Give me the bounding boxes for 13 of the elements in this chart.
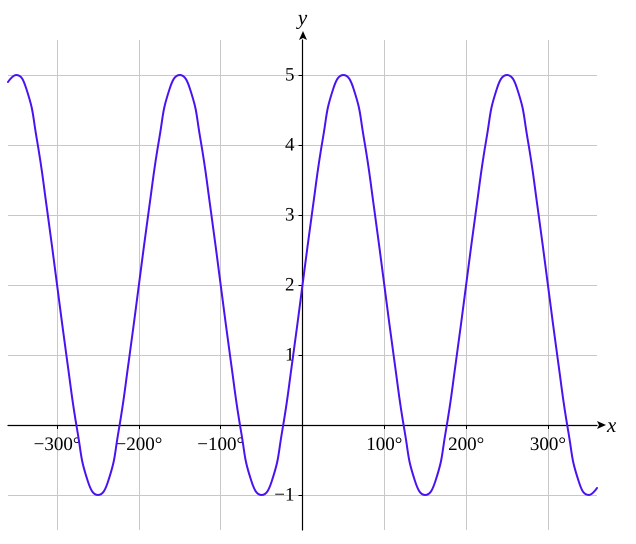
y-tick-label: 2: [285, 274, 294, 296]
x-tick-label: 100°: [366, 434, 402, 455]
x-tick-label: 300°: [530, 434, 566, 455]
x-tick-label: 200°: [448, 434, 484, 455]
y-tick-label: 5: [285, 64, 294, 86]
y-tick-label: 3: [285, 204, 294, 226]
y-axis-title: y: [296, 6, 308, 30]
y-tick-label: 1: [285, 344, 294, 366]
x-tick-label: −200°: [115, 434, 162, 455]
x-axis-title: x: [606, 413, 617, 437]
y-tick-label: 4: [285, 134, 295, 156]
x-tick-label: −300°: [34, 434, 80, 455]
y-tick-label: −1: [274, 484, 294, 506]
